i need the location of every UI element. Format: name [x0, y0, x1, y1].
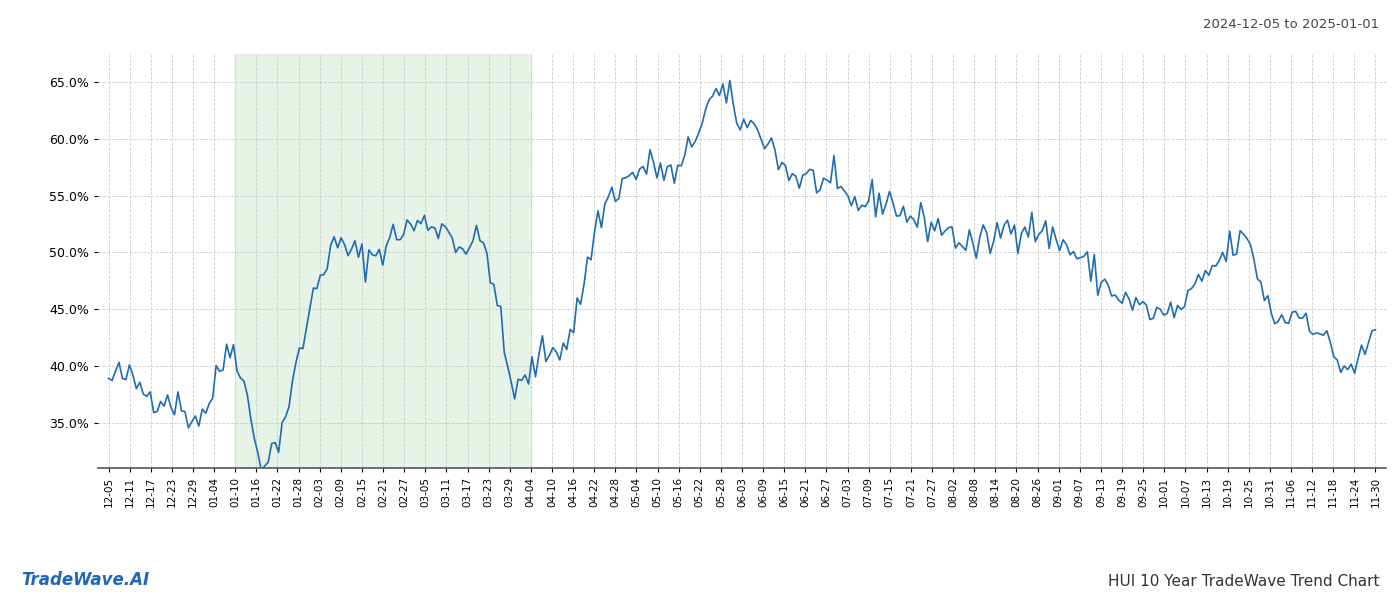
- Text: HUI 10 Year TradeWave Trend Chart: HUI 10 Year TradeWave Trend Chart: [1107, 574, 1379, 589]
- Text: 2024-12-05 to 2025-01-01: 2024-12-05 to 2025-01-01: [1203, 18, 1379, 31]
- Text: TradeWave.AI: TradeWave.AI: [21, 571, 150, 589]
- Bar: [235, 54, 531, 468]
